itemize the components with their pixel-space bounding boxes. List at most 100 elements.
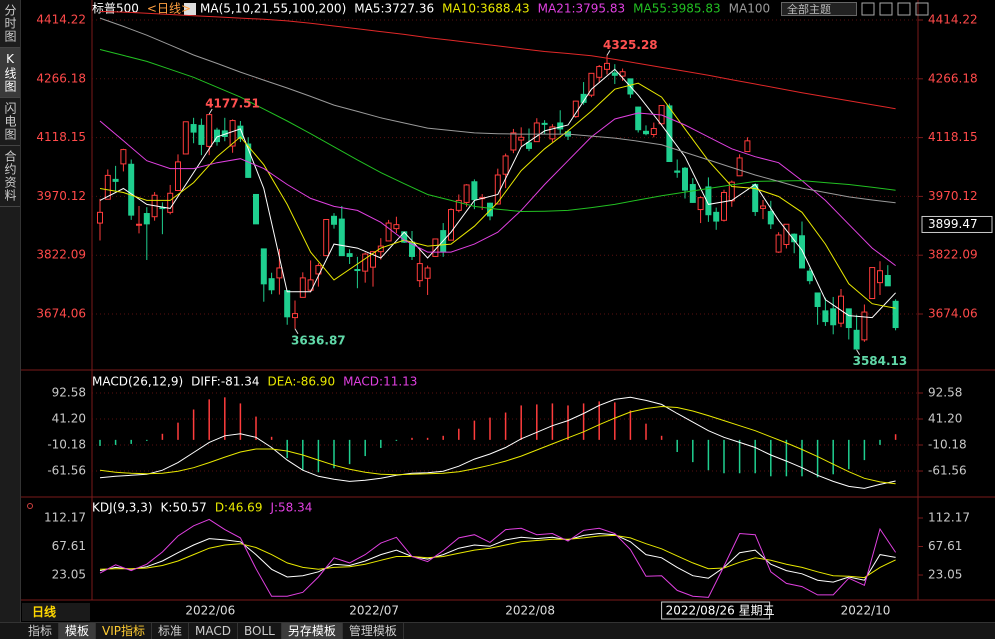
macd-bar [348,439,351,465]
macd-bar [411,437,413,440]
indicator-line [99,405,896,485]
macd-bar [801,439,803,477]
y-tick-label: 41.20 [52,412,86,426]
candle-body [806,270,813,282]
y-tick-label: 112.17 [44,510,86,524]
macd-bar [520,405,522,440]
panel-icon[interactable] [27,503,33,509]
period-label[interactable]: 日线 [22,603,90,621]
candle-body [167,192,174,213]
y-tick-label: 3674.06 [36,307,86,321]
macd-bar [333,439,335,469]
candle-body [385,222,392,242]
candle-body [362,253,369,272]
chart: 4414.22 4414.22 4266.18 4266.18 4118.15 4118.… [0,0,995,622]
indicator-line [99,10,896,110]
candle-body [455,199,462,211]
macd-bar [567,405,569,440]
candle-body [713,211,720,222]
side-tab[interactable]: 闪电图 [0,98,20,146]
macd-bar [738,439,741,474]
macd-bar [99,439,101,446]
macd-bar [380,439,382,448]
y-tick-label: 3970.12 [36,189,86,203]
bottom-tab[interactable]: BOLL [238,622,282,639]
macd-bar [723,439,725,474]
candle-body [284,290,291,318]
macd-bar [707,439,710,471]
y-tick-label: 67.61 [928,539,962,553]
symbol: 标普500 [92,2,139,16]
candle-body [611,72,618,76]
bottom-tab[interactable]: 模板 [59,622,97,639]
candle-body [175,161,181,191]
candle-body [307,279,314,291]
macd-bar [832,439,834,475]
theme-dropdown[interactable]: 全部主题 [781,2,857,16]
candle-body [526,142,532,149]
side-toolbar: 分时图 K线图 闪电图 合约资料 [0,0,21,622]
y-tick-label: 4118.15 [928,130,978,144]
bottom-tab[interactable]: VIP指标 [96,622,153,639]
macd-bar [192,409,195,440]
x-tick-label: 2022/07 [349,604,399,618]
legend-entry: DIFF:-81.34 [191,375,259,389]
side-tab[interactable]: 合约资料 [0,146,20,207]
candle-body [674,170,681,173]
candle-body [814,292,821,307]
toolbar-icon[interactable] [915,2,929,16]
legend-entry: MA5:3727.36 [354,2,434,16]
macd-bar [692,439,694,463]
macd-bar [848,439,850,470]
candle-body [791,233,798,243]
macd-bar [582,403,585,440]
candle-body [822,310,829,323]
candle-body [596,66,603,78]
side-tab[interactable]: K线图 [0,48,20,98]
annotation-pointer [856,349,861,355]
y-tick-label: -10.18 [928,438,967,452]
crosshair-price-box [921,215,993,233]
y-tick-label: 23.05 [928,568,962,582]
candle-body [463,184,470,203]
x-tick-label: 2022/10 [841,604,891,618]
macd-bar [676,439,678,453]
bottom-tab[interactable]: 另存模板 [281,622,343,639]
macd-bar [473,420,476,440]
candle-body [830,308,837,326]
legend-title: KDJ(9,3,3) [92,501,153,515]
macd-bar [364,439,366,457]
candle-body [128,163,135,216]
macd-bar [286,439,288,459]
candle-body [869,267,876,300]
y-tick-label: 3970.12 [928,189,978,203]
candle-body [276,267,283,279]
toolbar-icon[interactable] [861,2,875,16]
toolbar-icon[interactable] [879,2,893,16]
bottom-tab[interactable]: 标准 [152,622,190,639]
candle-body [338,218,345,257]
side-tab[interactable]: 分时图 [0,0,20,48]
candle-body [292,313,298,319]
macd-bar [785,439,788,477]
bottom-tab[interactable]: MACD [189,622,239,639]
toolbar-icon[interactable] [897,2,911,16]
legend-entry: MA10:3688.43 [442,2,530,16]
legend-entry: DEA:-86.90 [268,375,336,389]
macd-bar [177,422,179,440]
extreme-label: 4325.28 [603,38,658,52]
candle-body [104,174,111,200]
candle-body [112,178,119,182]
annotation-pointer [294,328,299,335]
crosshair-date-box [661,601,771,620]
chart-icon[interactable] [184,3,196,15]
indicator-line [99,68,896,319]
candle-body [120,149,127,165]
indicator-line [99,534,896,579]
candle-body [580,93,587,103]
bottom-tab[interactable]: 指标 [22,622,60,639]
background [0,0,995,622]
bottom-tab[interactable]: 管理模板 [343,622,404,639]
candle-body [448,209,454,241]
macd-bar [504,412,507,440]
